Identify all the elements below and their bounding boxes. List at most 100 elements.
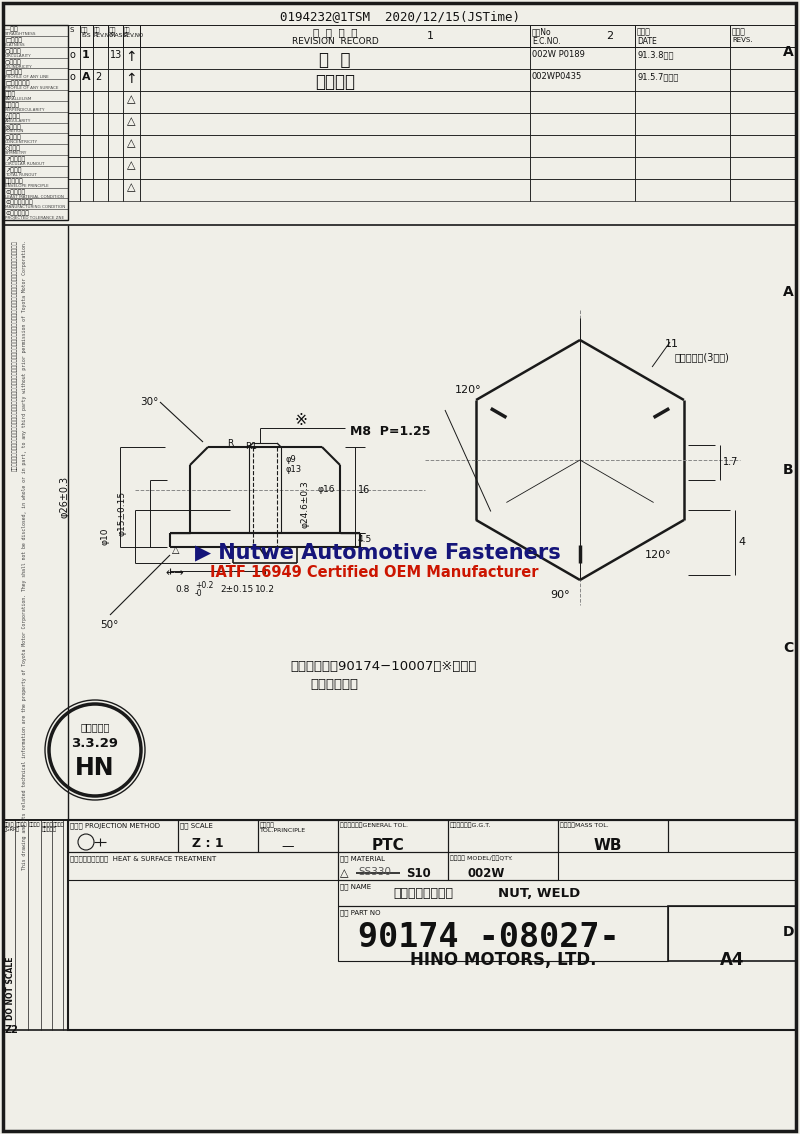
Text: φ26±0.3: φ26±0.3 <box>60 476 70 518</box>
Text: HN: HN <box>75 756 114 780</box>
Text: SYMMETRY: SYMMETRY <box>5 151 27 155</box>
Bar <box>635 179 730 201</box>
Bar <box>635 91 730 113</box>
Bar <box>338 820 448 852</box>
Bar <box>558 820 668 852</box>
Bar <box>93 91 108 113</box>
Bar <box>530 91 635 113</box>
Text: E.C.NO.: E.C.NO. <box>532 37 561 46</box>
Text: 3.3.29: 3.3.29 <box>71 737 118 750</box>
Text: トヨタ承認: トヨタ承認 <box>80 722 110 733</box>
Text: R1: R1 <box>245 442 257 451</box>
Text: ENVELOPE PRINCIPLE: ENVELOPE PRINCIPLE <box>5 184 49 187</box>
Bar <box>68 179 80 201</box>
Bar <box>635 156 730 179</box>
Text: 行号
ISS: 行号 ISS <box>81 27 90 39</box>
Bar <box>123 156 140 179</box>
Text: R: R <box>227 439 234 448</box>
Bar <box>530 179 635 201</box>
Text: A: A <box>82 71 90 82</box>
Bar <box>730 46 796 69</box>
Bar <box>93 156 108 179</box>
Text: 1: 1 <box>426 31 434 41</box>
Bar <box>530 46 635 69</box>
Text: ◎位置度: ◎位置度 <box>5 124 22 129</box>
Bar <box>140 179 530 201</box>
Text: SS330: SS330 <box>358 868 391 877</box>
Text: ○真円度: ○真円度 <box>5 48 22 53</box>
Bar <box>730 69 796 91</box>
Bar <box>93 179 108 201</box>
Bar <box>530 69 635 91</box>
Text: φ10: φ10 <box>101 527 110 544</box>
Text: φ24.6±0.3: φ24.6±0.3 <box>301 480 310 527</box>
Bar <box>68 820 178 852</box>
Text: CYLINDRICITY: CYLINDRICITY <box>5 65 33 68</box>
Text: A: A <box>782 44 794 59</box>
Text: ←→: ←→ <box>166 568 184 578</box>
Text: PARALLELISM: PARALLELISM <box>5 98 32 101</box>
Text: REVS.: REVS. <box>732 37 753 43</box>
Text: CONCENTRICITY: CONCENTRICITY <box>5 141 38 144</box>
Text: φ9: φ9 <box>285 455 296 464</box>
Bar <box>80 135 93 156</box>
Bar <box>68 135 80 156</box>
Bar <box>635 69 730 91</box>
Text: STRAIGHTNESS: STRAIGHTNESS <box>5 32 37 36</box>
Bar <box>80 25 93 46</box>
Bar <box>3 820 68 1030</box>
Bar <box>730 25 796 46</box>
Text: 計担当者: 計担当者 <box>42 827 54 832</box>
Text: PTC: PTC <box>372 838 404 853</box>
Text: 4.5: 4.5 <box>358 535 372 544</box>
Text: 002W: 002W <box>468 868 506 880</box>
Bar <box>668 820 796 852</box>
Bar <box>530 25 635 46</box>
Bar <box>108 46 123 69</box>
Bar <box>3 25 68 220</box>
Text: ↗全振れ: ↗全振れ <box>5 168 22 172</box>
Text: 002W P0189: 002W P0189 <box>532 50 585 59</box>
Bar <box>140 156 530 179</box>
Bar <box>635 46 730 69</box>
Bar <box>730 156 796 179</box>
Text: △: △ <box>172 545 179 555</box>
Bar <box>108 179 123 201</box>
Text: LEAST MATERIAL CONDITION: LEAST MATERIAL CONDITION <box>5 195 64 198</box>
Bar <box>80 46 93 69</box>
Text: 者: 者 <box>53 827 56 832</box>
Bar <box>530 113 635 135</box>
Text: POSITION: POSITION <box>5 129 24 134</box>
Text: □面の輪郭度: □面の輪郭度 <box>5 81 30 86</box>
Text: ※: ※ <box>295 413 308 428</box>
Text: 品名 NAME: 品名 NAME <box>340 883 371 889</box>
Text: φ16: φ16 <box>318 485 335 494</box>
Text: NUT, WELD: NUT, WELD <box>498 887 580 900</box>
Text: 91.5.7サイト: 91.5.7サイト <box>637 71 678 81</box>
Bar <box>123 179 140 201</box>
Text: S10: S10 <box>406 868 430 880</box>
Text: 主査(仕: 主査(仕 <box>4 822 14 827</box>
Text: PROJECTED TOLERANCE ZNE: PROJECTED TOLERANCE ZNE <box>5 217 64 220</box>
Bar <box>123 113 140 135</box>
Bar <box>730 113 796 135</box>
Text: のみ異なる。: のみ異なる。 <box>310 678 358 691</box>
Bar <box>68 820 796 1030</box>
Text: △: △ <box>126 138 135 149</box>
Text: A4: A4 <box>720 951 744 968</box>
Bar <box>730 91 796 113</box>
Bar <box>123 46 140 69</box>
Bar <box>68 91 80 113</box>
Text: —直度: —直度 <box>5 26 18 32</box>
Text: 承認
REV.NO: 承認 REV.NO <box>124 27 144 39</box>
Bar <box>140 46 530 69</box>
Text: ◇対称度: ◇対称度 <box>5 145 21 151</box>
Text: —: — <box>282 840 294 853</box>
Text: PERPENDICULARITY: PERPENDICULARITY <box>5 108 46 112</box>
Bar <box>108 135 123 156</box>
Text: WB: WB <box>594 838 622 853</box>
Text: 係長班長: 係長班長 <box>29 822 41 827</box>
Bar <box>68 156 80 179</box>
Text: ⊙最小実体: ⊙最小実体 <box>5 189 26 195</box>
Text: 120°: 120° <box>455 386 482 395</box>
